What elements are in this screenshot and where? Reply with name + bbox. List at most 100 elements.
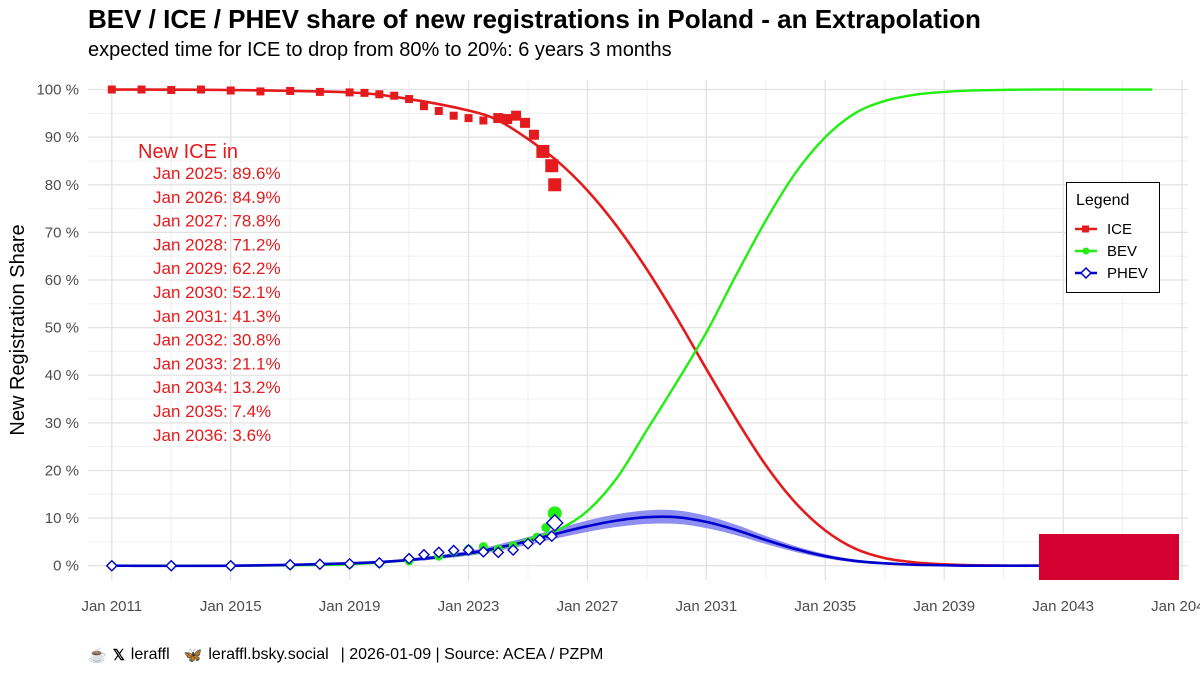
x-tick-label: Jan 2035	[794, 598, 856, 615]
axes: 0 % 10 % 20 % 30 % 40 % 50 % 60 % 70 % 80 % 90 % 1…	[7, 82, 1200, 615]
phev-data-point	[417, 548, 430, 561]
ice-data-point	[345, 88, 354, 97]
y-tick-label: 80 %	[45, 177, 79, 194]
phev-data-point	[284, 558, 297, 571]
annotation-line: Jan 2028: 71.2%	[153, 235, 281, 254]
footer-date-source: | 2026-01-09 | Source: ACEA / PZPM	[340, 646, 604, 663]
phev-data-point	[313, 558, 326, 571]
x-tick-label: Jan 2043	[1032, 598, 1094, 615]
ice-data-point	[390, 91, 399, 100]
ice-data-point	[226, 86, 235, 95]
ice-data-point	[520, 117, 531, 128]
annotation-line: Jan 2036: 3.6%	[153, 426, 271, 445]
legend-phev-label: PHEV	[1107, 264, 1148, 282]
butterfly-icon: 🦋	[183, 647, 203, 664]
ice-data-point	[548, 178, 562, 192]
phev-data-point	[447, 544, 460, 557]
y-tick-label: 10 %	[45, 510, 79, 527]
phev-data-point	[507, 544, 520, 556]
annotation-line: Jan 2031: 41.3%	[153, 307, 281, 326]
ice-data-point	[434, 106, 443, 115]
series-points	[105, 85, 564, 572]
annotation-line: Jan 2030: 52.1%	[153, 283, 281, 302]
x-tick-label: Jan 2011	[81, 598, 142, 615]
x-tick-label: Jan 2031	[676, 598, 738, 615]
ice-data-point	[502, 114, 513, 125]
phev-data-point	[462, 544, 475, 556]
phev-confidence-band	[111, 509, 1153, 566]
y-axis-label: New Registration Share	[7, 224, 29, 435]
phev-data-point	[545, 530, 558, 543]
phev-data-point	[373, 556, 386, 569]
y-tick-label: 0 %	[53, 558, 79, 575]
confidence-bands	[111, 509, 1153, 566]
redaction-box	[1039, 534, 1179, 580]
legend-title: Legend	[1076, 192, 1130, 209]
chart-subtitle: expected time for ICE to drop from 80% t…	[88, 39, 672, 61]
ice-data-point	[315, 87, 324, 96]
annotation-line: Jan 2034: 13.2%	[153, 378, 281, 397]
phev-data-point	[432, 546, 445, 559]
ice-data-point	[107, 85, 116, 94]
ice-data-point	[256, 87, 265, 96]
annotation-line: Jan 2035: 7.4%	[153, 402, 271, 421]
ice-data-point	[511, 110, 522, 121]
footer-handle-x: leraffl	[130, 646, 170, 663]
legend-phev-swatch	[1075, 266, 1097, 280]
annotation-line: Jan 2025: 89.6%	[153, 164, 281, 183]
bev-data-point	[547, 506, 562, 521]
ice-data-point	[360, 88, 369, 97]
annotation-line: Jan 2026: 84.9%	[153, 188, 281, 207]
footer-handle-bsky: leraffl.bsky.social	[208, 646, 329, 663]
ice-data-point	[449, 111, 458, 120]
x-tick-label: Jan 2019	[319, 598, 381, 615]
legend-item-phev: PHEV	[1075, 263, 1148, 283]
y-tick-label: 20 %	[45, 462, 79, 479]
ice-data-point	[479, 116, 488, 125]
ice-data-point	[286, 86, 295, 95]
y-tick-label: 60 %	[45, 272, 79, 289]
legend-bev-label: BEV	[1107, 242, 1138, 260]
y-tick-label: 90 %	[45, 129, 79, 146]
x-tick-label: Jan 2023	[438, 598, 500, 615]
phev-data-point	[533, 533, 546, 546]
footer: ☕ 𝕏 leraffl 🦋 leraffl.bsky.social | 2026…	[88, 646, 603, 664]
y-tick-label: 30 %	[45, 415, 79, 432]
ice-data-point	[493, 113, 504, 124]
x-tick-label: Jan 2027	[557, 598, 619, 615]
phev-data-point	[477, 545, 490, 558]
annotation-line: Jan 2032: 30.8%	[153, 331, 281, 350]
phev-data-point	[224, 559, 237, 572]
ice-data-point	[464, 114, 473, 123]
ice-data-point	[167, 86, 176, 94]
annotation-line: Jan 2027: 78.8%	[153, 212, 281, 231]
legend-item-ice: ICE	[1075, 219, 1132, 239]
chart-title: BEV / ICE / PHEV share of new registrati…	[88, 4, 981, 34]
phev-data-point	[403, 552, 416, 565]
y-tick-label: 100 %	[36, 82, 79, 99]
x-tick-label: Jan 2047	[1151, 598, 1200, 615]
coffee-icon: ☕	[88, 647, 107, 664]
ice-data-point	[536, 144, 550, 158]
phev-data-point	[165, 559, 178, 572]
y-tick-label: 70 %	[45, 224, 79, 241]
legend-bev-swatch	[1075, 247, 1097, 255]
phev-data-point	[343, 557, 356, 570]
legend: Legend ICE BEV PHEV	[1066, 182, 1160, 293]
ice-data-point	[419, 102, 428, 111]
legend-item-bev: BEV	[1075, 241, 1137, 261]
ice-data-point	[405, 95, 414, 104]
phev-data-point	[522, 537, 534, 550]
ice-data-point	[528, 129, 539, 140]
ice-data-point	[545, 159, 559, 173]
phev-data-point	[545, 513, 564, 532]
y-tick-label: 50 %	[45, 320, 79, 337]
x-tick-label: Jan 2015	[200, 598, 262, 615]
legend-ice-label: ICE	[1107, 220, 1133, 238]
legend-ice-swatch	[1075, 225, 1097, 233]
ice-data-point	[196, 85, 205, 94]
phev-data-point	[492, 546, 505, 559]
ice-data-point	[375, 90, 384, 99]
